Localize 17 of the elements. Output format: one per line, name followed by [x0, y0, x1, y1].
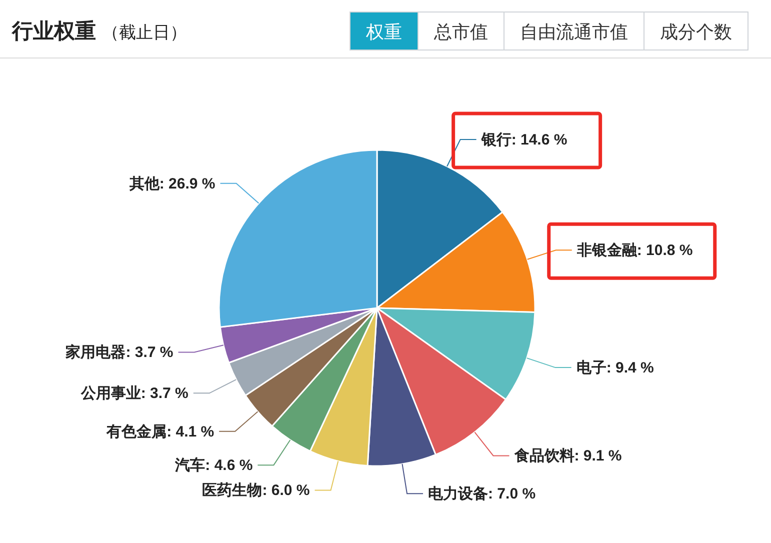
slice-label: 有色金属: 4.1 %	[106, 423, 214, 440]
text: 成分个数	[660, 22, 732, 42]
slice-label: 医药生物: 6.0 %	[202, 482, 310, 500]
text: 权重	[365, 22, 402, 42]
slice-label: 电子: 9.4 %	[576, 360, 654, 377]
chart-subtitle: （截止日）	[102, 23, 187, 42]
slice-label: 电力设备: 7.0 %	[428, 486, 536, 503]
slice-label: 非银金融: 10.8 %	[576, 242, 693, 260]
slice-label: 公用事业: 3.7 %	[80, 385, 188, 402]
slice-label: 其他: 26.9 %	[128, 175, 216, 192]
slice-label: 家用电器: 3.7 %	[64, 343, 174, 362]
chart-title: 行业权重	[12, 20, 96, 43]
slice-label: 食品饮料: 9.1 %	[513, 448, 622, 465]
text: 总市值	[433, 22, 488, 42]
slice-label: 汽车: 4.6 %	[174, 456, 253, 474]
text: 自由流通市值	[520, 22, 628, 42]
slice-label: 银行: 14.6 %	[480, 131, 568, 148]
